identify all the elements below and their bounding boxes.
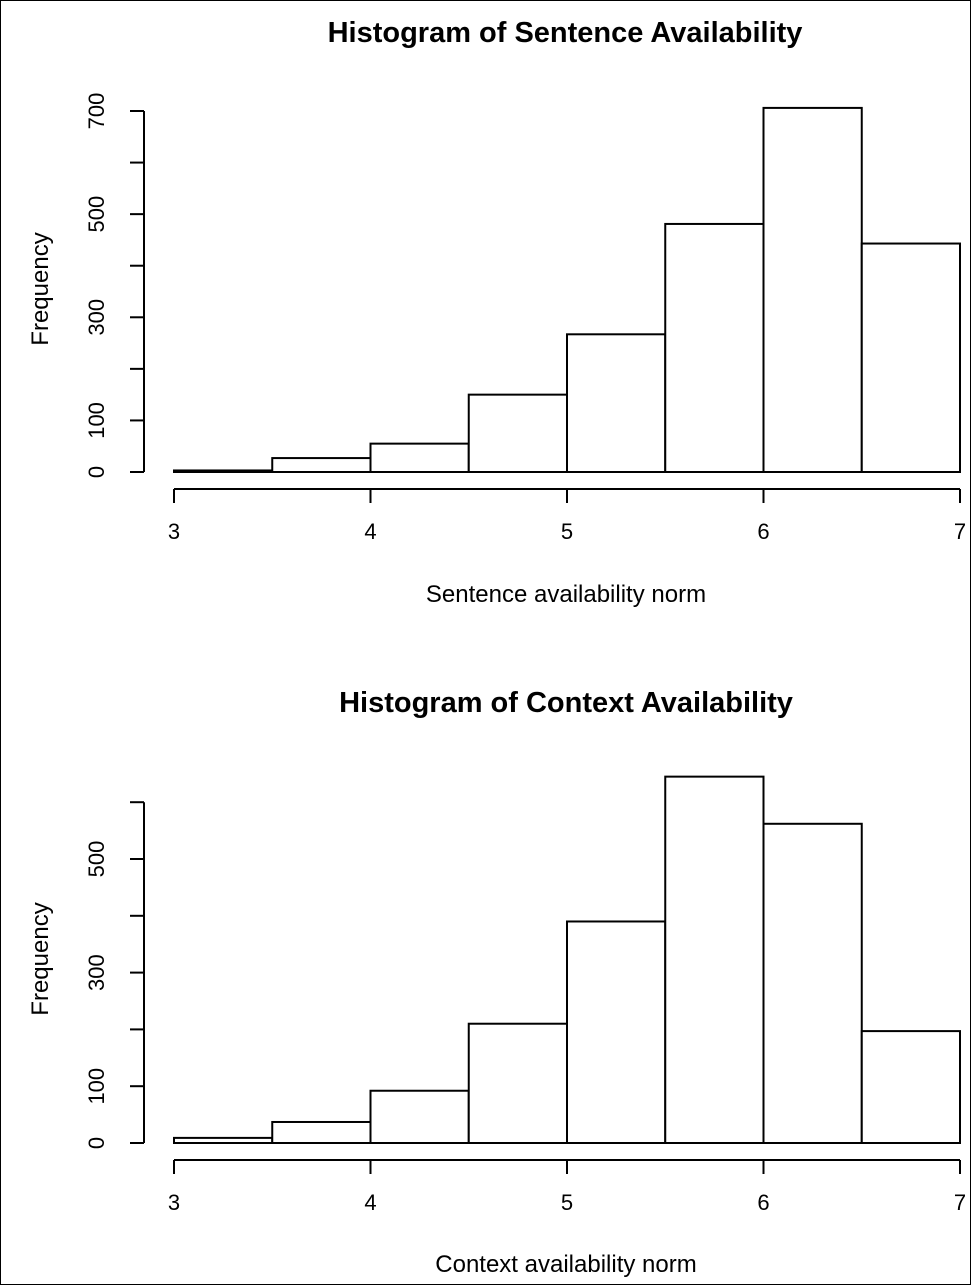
x-axis: 3 4 5 6 7	[168, 1159, 966, 1215]
histogram-bar	[173, 1136, 274, 1144]
histogram-bar	[467, 393, 568, 473]
chart-title: Histogram of Sentence Availability	[328, 17, 803, 49]
histogram-bar	[566, 920, 667, 1144]
x-tick-label: 6	[757, 1190, 769, 1215]
histogram-bar	[566, 333, 667, 473]
x-tick-label: 4	[364, 519, 376, 544]
context-availability-histogram: Histogram of Context Availability Contex…	[27, 687, 966, 1278]
y-tick-label: 100	[84, 402, 109, 439]
histogram-bar	[860, 1030, 961, 1144]
histogram-bar	[664, 775, 765, 1144]
histogram-bar	[860, 242, 961, 473]
y-tick-label: 0	[84, 466, 109, 478]
y-axis-label: Frequency	[27, 902, 54, 1015]
y-tick-label: 700	[84, 93, 109, 130]
y-axis: 0 100 300 500	[84, 801, 145, 1149]
bars-group	[173, 775, 961, 1145]
histogram-bar	[762, 106, 863, 474]
histogram-bar	[173, 469, 274, 473]
x-tick-label: 7	[954, 1190, 966, 1215]
y-tick-label: 0	[84, 1137, 109, 1149]
y-tick-label: 300	[84, 954, 109, 991]
x-axis-label: Context availability norm	[435, 1251, 696, 1278]
x-axis-label: Sentence availability norm	[426, 581, 706, 608]
chart-title: Histogram of Context Availability	[339, 687, 793, 719]
y-axis: 0 100 300 500 700	[84, 93, 145, 478]
y-tick-label: 300	[84, 299, 109, 336]
x-tick-label: 7	[954, 519, 966, 544]
histogram-bar	[271, 457, 372, 473]
histogram-bar	[369, 442, 470, 473]
x-tick-label: 5	[561, 519, 573, 544]
x-tick-label: 5	[561, 1190, 573, 1215]
histogram-bar	[271, 1120, 372, 1145]
bars-group	[173, 106, 961, 474]
y-tick-label: 100	[84, 1068, 109, 1105]
x-tick-label: 3	[168, 519, 180, 544]
x-tick-label: 4	[364, 1190, 376, 1215]
x-axis: 3 4 5 6 7	[168, 488, 966, 544]
histogram-bar	[762, 822, 863, 1144]
y-axis-label: Frequency	[27, 232, 54, 345]
histogram-bar	[369, 1089, 470, 1145]
histogram-bar	[664, 222, 765, 473]
x-tick-label: 3	[168, 1190, 180, 1215]
histogram-bar	[467, 1022, 568, 1144]
y-tick-label: 500	[84, 841, 109, 878]
y-tick-label: 500	[84, 196, 109, 233]
sentence-availability-histogram: Histogram of Sentence Availability Sente…	[27, 17, 966, 608]
x-tick-label: 6	[757, 519, 769, 544]
